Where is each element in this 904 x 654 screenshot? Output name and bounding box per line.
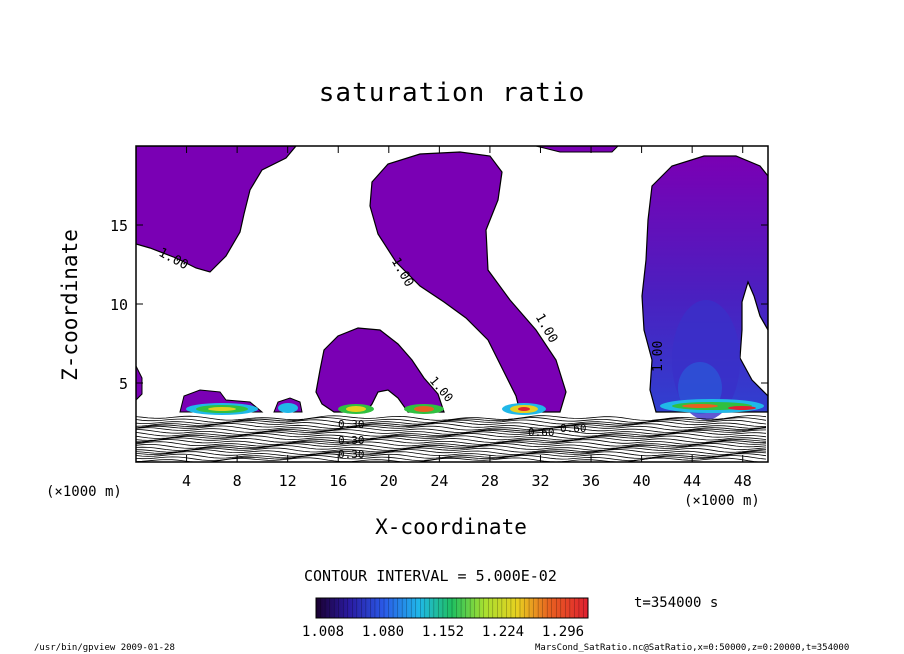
contour-line <box>136 433 767 439</box>
plume-small-28 <box>535 146 619 153</box>
colorbar-tick-label: 1.008 <box>302 624 344 640</box>
colorbar-tick-label: 1.296 <box>542 624 584 640</box>
x-tick-label: 4 <box>182 472 191 490</box>
contour-line <box>136 437 767 443</box>
plume-top-left <box>136 146 297 273</box>
contour-line <box>136 429 767 435</box>
y-tick-label: 5 <box>119 375 128 393</box>
contour-line <box>136 457 767 462</box>
x-tick-label: 20 <box>380 472 398 490</box>
colorbar <box>315 597 589 619</box>
x-tick-label: 16 <box>329 472 347 490</box>
x-tick-label: 28 <box>481 472 499 490</box>
x-axis-label: X-coordinate <box>0 515 904 539</box>
contour-label-7: 0.30 <box>338 434 365 447</box>
y-tick-label: 10 <box>110 296 128 314</box>
contour-label-10: 0.60 <box>560 422 587 435</box>
colorbar-tick-label: 1.224 <box>482 624 524 640</box>
colorbar-ticks: 1.008 1.080 1.152 1.224 1.296 <box>302 624 584 640</box>
contour-line <box>136 423 767 429</box>
contour-line <box>136 451 767 457</box>
x-axis-ticks: 4 8 12 16 20 24 28 32 36 40 44 48 <box>182 146 752 490</box>
contour-line <box>136 445 767 451</box>
time-label: t=354000 s <box>634 595 719 611</box>
x-tick-label: 36 <box>582 472 600 490</box>
colorbar-divisions <box>320 598 584 618</box>
contour-line <box>136 447 767 453</box>
contour-label-4: 1.00 <box>651 341 666 372</box>
contour-label-6: 0.30 <box>338 418 365 431</box>
contour-line <box>136 425 767 431</box>
chart-title: saturation ratio <box>318 78 586 108</box>
footer-right: MarsCond_SatRatio.nc@SatRatio,x=0:50000,… <box>535 643 850 653</box>
x-tick-label: 8 <box>233 472 242 490</box>
plume-mid-arch <box>315 327 445 413</box>
colorbar-tick-label: 1.152 <box>422 624 464 640</box>
x-tick-label: 24 <box>430 472 448 490</box>
contour-line <box>136 441 767 447</box>
x-unit-left: (×1000 m) <box>46 484 122 500</box>
contour-line <box>136 419 767 425</box>
contour-line <box>136 449 767 455</box>
x-tick-label: 48 <box>734 472 752 490</box>
contour-interval-label: CONTOUR INTERVAL = 5.000E-02 <box>304 567 557 585</box>
x-axis-label-text: X-coordinate <box>375 515 527 539</box>
contour-field <box>136 146 768 462</box>
contour-line <box>136 443 767 449</box>
contour-line <box>136 435 767 441</box>
x-tick-label: 40 <box>633 472 651 490</box>
y-axis-ticks: 5 10 15 <box>110 217 768 393</box>
contour-line <box>136 453 767 459</box>
y-tick-label: 15 <box>110 217 128 235</box>
x-tick-label: 12 <box>279 472 297 490</box>
contour-label-9: 0.30 <box>338 448 365 461</box>
x-tick-label: 44 <box>683 472 701 490</box>
x-unit-right: (×1000 m) <box>684 493 760 509</box>
lower-contour-lines <box>136 415 767 462</box>
contour-line <box>136 427 767 433</box>
plume-center <box>369 151 567 413</box>
contour-line <box>136 415 767 421</box>
contour-label-8: 0.60 <box>528 426 555 439</box>
colorbar-tick-label: 1.080 <box>362 624 404 640</box>
contour-line <box>136 421 767 427</box>
x-tick-label: 32 <box>531 472 549 490</box>
cloud-base-blobs <box>186 399 764 415</box>
contour-line <box>136 439 767 445</box>
contour-line <box>136 455 767 461</box>
footer-left: /usr/bin/gpview 2009-01-28 <box>34 643 175 653</box>
